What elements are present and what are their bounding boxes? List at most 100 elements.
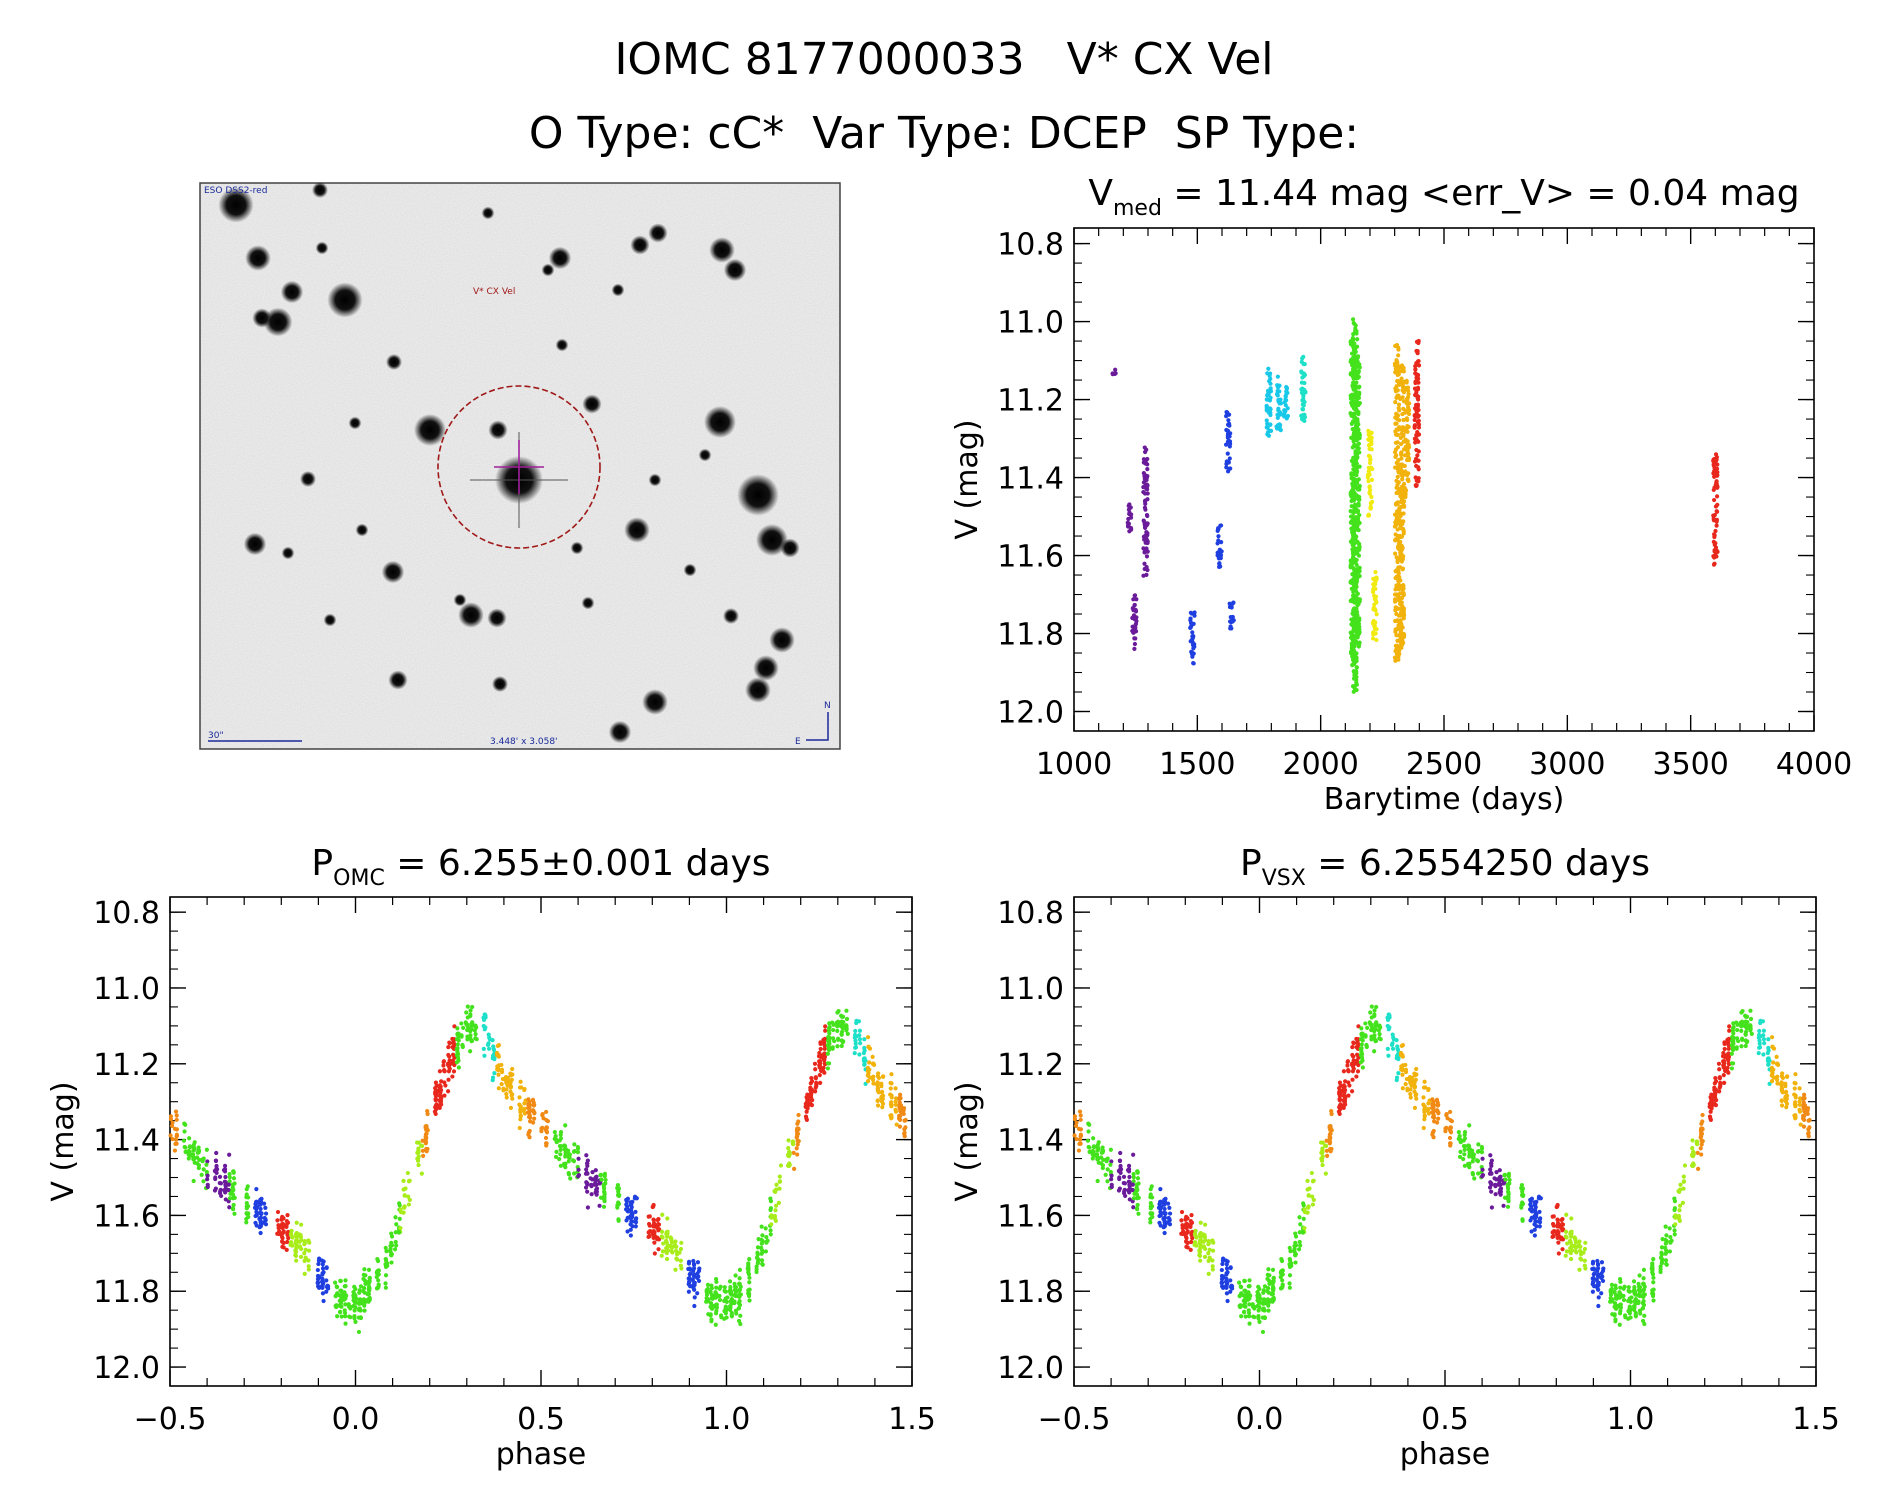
data-point [1713, 1075, 1718, 1081]
data-point [1395, 370, 1400, 375]
data-point [728, 1305, 733, 1310]
data-point [1142, 561, 1147, 566]
data-point [499, 1062, 504, 1068]
data-point [1401, 390, 1407, 395]
data-point [280, 1225, 285, 1230]
data-point [1310, 1202, 1316, 1207]
x-tick-label: 0.0 [332, 1402, 380, 1437]
data-point [1414, 1096, 1419, 1101]
data-point [1775, 1061, 1780, 1066]
data-point [1356, 624, 1362, 630]
data-point [361, 1301, 366, 1306]
data-point [722, 1288, 727, 1294]
x-tick-label: 3500 [1652, 747, 1728, 782]
data-point [875, 1086, 880, 1091]
data-point [1404, 401, 1409, 406]
data-point [1761, 1028, 1767, 1033]
data-point [1349, 421, 1354, 426]
y-tick-label: 12.0 [93, 1351, 160, 1386]
plot-frame [1073, 227, 1815, 732]
data-point [486, 1046, 492, 1051]
data-point [1394, 1075, 1400, 1080]
data-point [1507, 1177, 1512, 1183]
data-point [732, 1293, 737, 1298]
data-point [1461, 1156, 1466, 1162]
data-point [1425, 1108, 1430, 1113]
data-point [1416, 479, 1421, 484]
data-point [1337, 1097, 1343, 1102]
data-point [897, 1096, 902, 1102]
data-point [733, 1273, 738, 1278]
data-point [893, 1096, 899, 1101]
data-point [1797, 1102, 1803, 1107]
data-point [1306, 1193, 1311, 1198]
data-point [1145, 474, 1150, 479]
data-point [1337, 1080, 1343, 1085]
data-point [200, 1159, 205, 1164]
data-point [244, 1195, 249, 1200]
data-point [1356, 541, 1362, 546]
data-point [358, 1315, 364, 1321]
data-point [1275, 385, 1281, 390]
data-point [1402, 463, 1407, 469]
data-point [205, 1173, 210, 1178]
data-point [376, 1268, 381, 1273]
data-point [469, 1039, 474, 1044]
data-point [383, 1281, 388, 1286]
data-point [678, 1246, 684, 1252]
data-point [713, 1276, 719, 1282]
data-point [284, 1247, 289, 1252]
data-point [393, 1239, 398, 1245]
data-point [1374, 575, 1379, 580]
data-point [1736, 1038, 1741, 1044]
star [709, 237, 735, 263]
data-point [1265, 1272, 1270, 1277]
data-point [499, 1082, 504, 1087]
data-point [473, 1032, 478, 1037]
data-point [1426, 1087, 1431, 1093]
data-point [366, 1281, 371, 1286]
data-point [279, 1216, 284, 1222]
data-point [1346, 1093, 1351, 1098]
data-point [1228, 615, 1233, 620]
data-point [1641, 1302, 1647, 1308]
y-tick-label: 11.8 [93, 1275, 160, 1310]
data-point [293, 1253, 299, 1258]
data-point [375, 1271, 381, 1276]
data-point [880, 1074, 886, 1079]
data-point [870, 1054, 875, 1060]
data-point [624, 1198, 629, 1204]
star [453, 593, 467, 607]
data-point [651, 1204, 656, 1209]
data-point [1293, 1234, 1299, 1239]
data-point [822, 1046, 827, 1051]
data-point [1430, 1101, 1435, 1107]
data-point [1349, 504, 1354, 509]
data-point [1192, 613, 1197, 618]
data-point [508, 1079, 513, 1084]
data-point [1369, 1004, 1374, 1009]
data-point [361, 1297, 366, 1302]
data-point [583, 1185, 589, 1190]
data-point [625, 1207, 630, 1212]
data-point [572, 1142, 577, 1147]
data-point [1287, 1245, 1292, 1251]
data-point [1729, 1061, 1735, 1066]
data-point [576, 1156, 581, 1161]
data-point [1300, 1230, 1306, 1235]
data-point [1400, 474, 1405, 479]
data-point [845, 1031, 850, 1036]
data-point [1145, 532, 1150, 538]
data-point [521, 1108, 526, 1113]
data-point [831, 1022, 836, 1027]
data-point [1109, 1177, 1114, 1182]
data-point [508, 1084, 514, 1089]
data-point [1128, 515, 1134, 520]
data-point [401, 1187, 406, 1192]
star [541, 263, 555, 277]
data-point [1266, 397, 1271, 402]
data-point [1726, 1046, 1731, 1051]
data-point [333, 1280, 338, 1285]
data-point [558, 1147, 563, 1152]
data-point [338, 1297, 343, 1303]
